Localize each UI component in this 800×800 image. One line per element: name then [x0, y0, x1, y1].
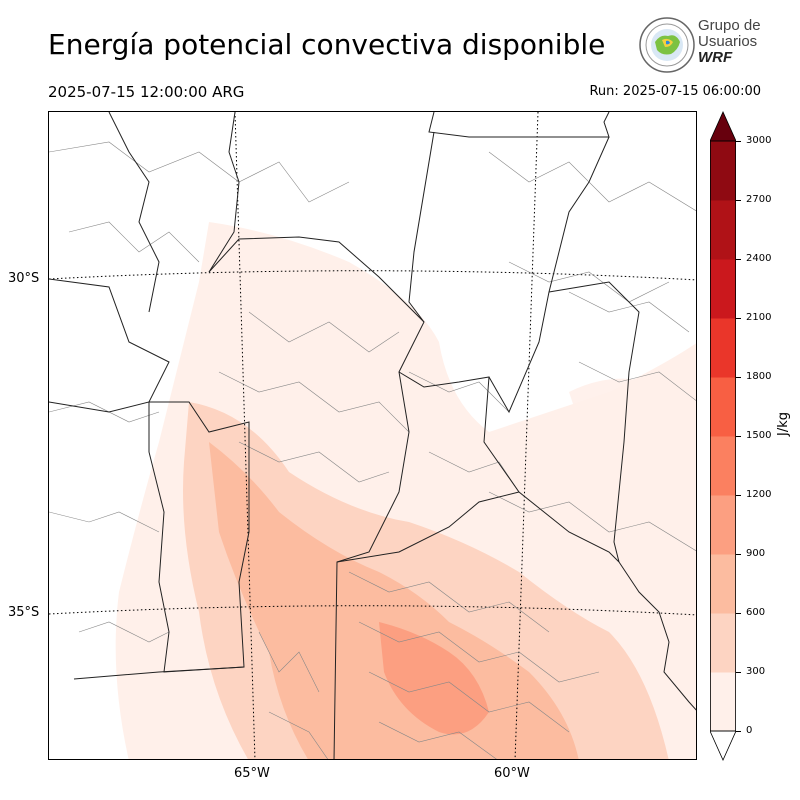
colorbar-extend-max [710, 111, 736, 142]
colorbar-tick-label: 3000 [746, 135, 772, 146]
colorbar [710, 111, 736, 761]
lat-label-35s: 35°S [8, 605, 40, 620]
logo-line-2: Usuarios [698, 33, 758, 50]
colorbar-tick-label: 300 [746, 666, 766, 677]
lat-label-30s: 30°S [8, 271, 40, 286]
run-time: Run: 2025-07-15 06:00:00 [589, 84, 761, 99]
valid-time: 2025-07-15 12:00:00 ARG [48, 83, 245, 101]
province-borders [49, 112, 696, 759]
colorbar-bin [710, 318, 736, 378]
colorbar-tick-label: 2700 [746, 194, 772, 205]
colorbar-bin [710, 377, 736, 437]
colorbar-bin [710, 200, 736, 260]
colorbar-bin [710, 495, 736, 555]
colorbar-tick-mark [736, 613, 741, 614]
colorbar-tick-mark [736, 672, 741, 673]
colorbar-tick-mark [736, 259, 741, 260]
colorbar-tick-label: 2400 [746, 253, 772, 264]
logo-line-1: Grupo de [698, 17, 761, 34]
lon-label-60w: 60°W [494, 766, 530, 781]
colorbar-frame [710, 140, 736, 732]
colorbar-tick-label: 1800 [746, 371, 772, 382]
colorbar-tick-label: 0 [746, 725, 753, 736]
colorbar-tick-mark [736, 318, 741, 319]
globe-logo-icon [639, 17, 695, 73]
map-title: Energía potencial convectiva disponible [48, 28, 606, 61]
colorbar-tick-label: 1500 [746, 430, 772, 441]
cape-map [48, 111, 697, 760]
colorbar-tick-mark [736, 200, 741, 201]
cape-shading [115, 222, 696, 759]
colorbar-tick-mark [736, 554, 741, 555]
colorbar-tick-mark [736, 141, 741, 142]
colorbar-tick-label: 2100 [746, 312, 772, 323]
colorbar-unit: J/kg [776, 412, 791, 436]
colorbar-tick-label: 1200 [746, 489, 772, 500]
logo-line-3: WRF [698, 49, 733, 66]
colorbar-bin [710, 259, 736, 319]
lon-label-65w: 65°W [234, 766, 270, 781]
wrf-logo: Grupo de Usuarios WRF [638, 16, 768, 76]
colorbar-bin [710, 554, 736, 614]
colorbar-bin [710, 672, 736, 732]
colorbar-bin [710, 141, 736, 201]
colorbar-tick-mark [736, 495, 741, 496]
colorbar-extend-min [710, 730, 736, 761]
colorbar-tick-mark [736, 436, 741, 437]
graticule [49, 112, 696, 759]
colorbar-tick-mark [736, 377, 741, 378]
colorbar-tick-label: 900 [746, 548, 766, 559]
colorbar-bin [710, 613, 736, 673]
map-canvas [49, 112, 696, 759]
colorbar-tick-label: 600 [746, 607, 766, 618]
colorbar-bin [710, 436, 736, 496]
colorbar-tick-mark [736, 731, 741, 732]
